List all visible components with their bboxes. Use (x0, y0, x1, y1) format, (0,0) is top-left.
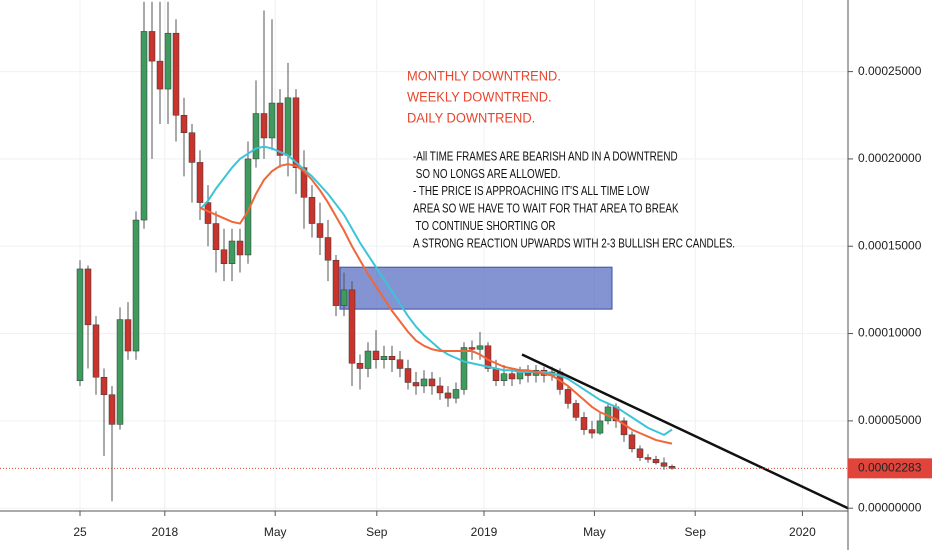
x-tick-label: 2018 (151, 525, 178, 539)
candle-body (444, 392, 452, 399)
y-tick-label: 0.00000000 (858, 500, 922, 514)
note-black: SO NO LONGS ARE ALLOWED. (413, 168, 561, 182)
candle-body (228, 240, 236, 264)
candle-body (348, 289, 356, 364)
candle-body (452, 389, 460, 399)
note-black: -All TIME FRAMES ARE BEARISH AND IN A DO… (413, 150, 678, 164)
candle-body (300, 167, 308, 198)
y-tick-label: 0.00020000 (858, 151, 922, 165)
candle-body (332, 259, 340, 306)
x-tick-label: May (264, 525, 287, 539)
candle-body (316, 223, 324, 238)
candle-body (492, 368, 500, 381)
x-tick-label: May (583, 525, 606, 539)
note-black: A STRONG REACTION UPWARDS WITH 2-3 BULLI… (413, 237, 735, 251)
candle-body (284, 97, 292, 156)
note-red: WEEKLY DOWNTREND. (407, 89, 552, 105)
y-tick-label: 0.00010000 (858, 326, 922, 340)
note-red: DAILY DOWNTREND. (407, 110, 535, 126)
x-tick-label: 25 (73, 525, 87, 539)
candle-body (180, 115, 188, 133)
candle-body (220, 249, 228, 264)
candle-body (412, 382, 420, 387)
note-black: - THE PRICE IS APPROACHING IT'S ALL TIME… (413, 185, 649, 199)
candle-body (188, 132, 196, 163)
candle-body (308, 197, 316, 224)
candle-body (516, 371, 524, 380)
candle-body (364, 350, 372, 369)
candle-body (196, 162, 204, 203)
y-tick-label: 0.00025000 (858, 64, 922, 78)
note-black: TO CONTINUE SHORTING OR (413, 220, 556, 234)
candle-body (388, 356, 396, 361)
candle-body (372, 350, 380, 361)
candle-body (628, 434, 636, 450)
last-price-box (848, 458, 932, 479)
x-tick-label: 2019 (471, 525, 498, 539)
candle-body (324, 237, 332, 261)
candle-body (460, 347, 468, 390)
candle-body (140, 31, 148, 221)
candle-body (172, 32, 180, 116)
note-block: -All TIME FRAMES ARE BEARISH AND IN A DO… (413, 150, 735, 251)
candle-body (588, 429, 596, 434)
candle-body (644, 457, 652, 460)
candle-body (76, 268, 84, 381)
candle-body (652, 459, 660, 464)
candle-body (124, 319, 132, 352)
candle-body (276, 102, 284, 156)
candle-body (156, 60, 164, 90)
candle-body (108, 394, 116, 425)
moving-average (199, 163, 673, 445)
candle-body (340, 289, 348, 306)
candle-body (580, 417, 588, 430)
candle-body (404, 368, 412, 383)
note-black: AREA SO WE HAVE TO WAIT FOR THAT AREA TO… (413, 202, 679, 216)
candle-body (132, 219, 140, 352)
candle-body (292, 97, 300, 168)
x-tick-label: 2020 (789, 525, 816, 539)
candle-body (164, 32, 172, 90)
candle-body (508, 373, 516, 380)
candle-body (356, 363, 364, 369)
axes: 0.00000000 0.00005000 0.00010000 0.00015000… (73, 64, 932, 539)
candle-body (420, 378, 428, 387)
notes: MONTHLY DOWNTREND. WEEKLY DOWNTREND. DAILY… (407, 68, 735, 251)
candle-body (268, 102, 276, 139)
y-tick-label: 0.00005000 (858, 413, 922, 427)
candle-body (500, 373, 508, 381)
candle-body (564, 389, 572, 404)
candle-body (260, 113, 268, 139)
candle-body (428, 378, 436, 387)
candle-body (636, 448, 644, 458)
candle-body (380, 356, 388, 361)
candle-body (572, 403, 580, 418)
candle-body (212, 223, 220, 250)
candle-body (660, 462, 668, 467)
candle-body (468, 347, 476, 350)
candle-body (116, 319, 124, 425)
candle-body (396, 359, 404, 369)
candle-body (236, 240, 244, 256)
trendline (521, 353, 849, 510)
x-tick-label: Sep (366, 525, 388, 539)
candle-body (252, 113, 260, 160)
candle-body (84, 268, 92, 326)
candle-body (148, 31, 156, 62)
moving-average (199, 145, 673, 436)
candle-body (92, 324, 100, 378)
plot (0, 1, 849, 510)
candle-body (436, 385, 444, 394)
y-tick-label: 0.00015000 (858, 238, 922, 252)
last-price-label: 0.00002283 (858, 461, 922, 475)
candle-body (596, 420, 604, 434)
candle-body (476, 345, 484, 350)
x-tick-label: Sep (685, 525, 707, 539)
candle-body (100, 376, 108, 395)
candle-body (620, 420, 628, 436)
note-red: MONTHLY DOWNTREND. (407, 68, 561, 84)
candle-body (484, 345, 492, 369)
